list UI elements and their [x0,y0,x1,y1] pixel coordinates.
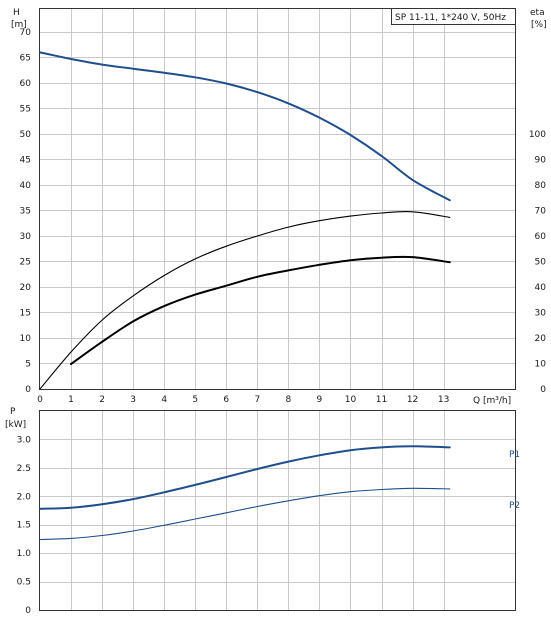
y-axis-label-p: P [10,407,16,417]
y-tick-label-h: 0 [25,385,31,395]
y-tick-label-p: 1.5 [17,521,31,531]
x-tick-label: 8 [285,395,291,405]
y-tick-label-eta: 10 [535,359,547,369]
y-axis-label-h: H [13,8,20,18]
y-tick-label-h: 40 [20,181,32,191]
y-tick-label-eta: 80 [535,181,547,191]
y-tick-label-h: 45 [20,155,31,165]
y-tick-label-h: 5 [25,359,31,369]
y-tick-label-eta: 20 [535,334,547,344]
top-title-box: SP 11-11, 1*240 V, 50Hz [391,8,516,25]
y-tick-label-eta: 50 [535,257,547,267]
y-tick-label-eta: 40 [535,283,547,293]
top-chart-series [39,51,451,390]
y-tick-label-eta: 90 [535,155,547,165]
y-tick-label-h: 20 [20,283,32,293]
y-tick-label-h: 60 [20,79,32,89]
x-tick-label: 9 [317,395,323,405]
y-tick-label-h: 70 [20,28,32,38]
y-axis-label-eta: eta [530,8,545,18]
x-tick-label: 6 [223,395,229,405]
y-tick-label-h: 50 [20,130,32,140]
x-tick-label: 3 [130,395,136,405]
y-axis-unit-eta: [%] [531,20,547,30]
y-tick-label-p: 2.5 [17,464,31,474]
series-label-p2: P2 [509,501,520,511]
y-axis-unit-h: [m] [11,20,27,30]
series-label-p1: P1 [509,450,520,460]
y-axis-unit-p: [kW] [5,420,26,430]
head-curve [39,51,451,202]
y-tick-label-h: 15 [20,308,31,318]
y-tick-label-h: 30 [20,232,32,242]
power-curve-p1 [39,445,451,510]
y-tick-label-eta: 30 [535,308,547,318]
x-tick-label: 1 [68,395,74,405]
bottom-chart-ticks: 0 0.5 1.0 1.5 2.0 2.5 3.0 [17,435,32,616]
y-tick-label-eta: 70 [535,206,547,216]
y-tick-label-p: 1.0 [17,549,32,559]
x-tick-label: 2 [99,395,105,405]
y-tick-label-eta: 60 [535,232,547,242]
x-tick-label: 5 [192,395,198,405]
top-chart-frame [39,8,516,390]
y-tick-label-p: 3.0 [17,435,32,445]
y-tick-label-p: 0.5 [17,578,31,588]
power-curve-p2 [39,487,451,541]
x-tick-label: 7 [254,395,260,405]
chart-title: SP 11-11, 1*240 V, 50Hz [395,13,506,23]
efficiency-curve-total [70,255,451,365]
y-tick-label-p: 2.0 [17,492,32,502]
y-tick-label-h: 25 [20,257,31,267]
y-tick-label-p: 0 [25,606,31,616]
y-tick-label-h: 65 [20,53,31,63]
y-tick-label-h: 55 [20,104,31,114]
top-chart-grid [40,9,515,389]
x-tick-label: 13 [438,395,449,405]
x-tick-label: 0 [37,395,43,405]
y-tick-label-h: 35 [20,206,31,216]
x-tick-label: 12 [407,395,418,405]
x-tick-label: 4 [161,395,167,405]
y-tick-label-eta: 100 [529,130,546,140]
bottom-chart-frame [39,410,516,611]
x-axis-label-q: Q [m³/h] [473,396,511,406]
bottom-chart-series [39,445,451,541]
x-tick-label: 10 [345,395,357,405]
x-tick-label: 11 [376,395,387,405]
top-chart-ticks: 0 1 2 3 4 5 6 7 8 9 10 11 12 130510152025303540455055… [20,28,547,405]
bottom-chart-grid [40,411,515,610]
y-tick-label-eta: 0 [540,385,546,395]
y-tick-label-h: 10 [20,334,32,344]
efficiency-curve-hydraulic [39,211,451,390]
